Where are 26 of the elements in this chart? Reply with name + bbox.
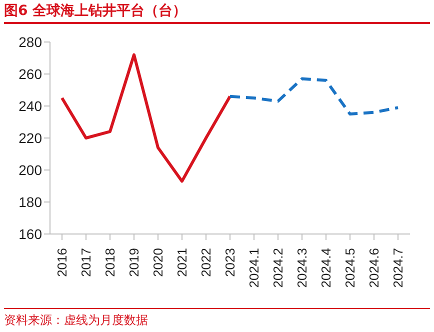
x-tick-label: 2017: [78, 248, 94, 277]
x-tick-label: 2021: [174, 248, 190, 277]
x-tick-label: 2019: [126, 248, 142, 277]
line-series: [228, 77, 400, 116]
x-tick-label: 2024.5: [342, 248, 358, 288]
x-tick-label: 2016: [54, 248, 70, 277]
x-tick-label: 2024.3: [294, 248, 310, 288]
x-tick-label: 2024.2: [270, 248, 286, 288]
x-tick-label: 2018: [102, 248, 118, 277]
line-series: [60, 53, 232, 183]
y-tick-label: 240: [18, 98, 42, 114]
text: 资料来源：虚线为月度数据: [4, 313, 148, 327]
x-tick-label: 2024.7: [390, 248, 406, 288]
y-tick-label: 220: [18, 130, 42, 146]
y-tick-label: 280: [18, 34, 42, 50]
y-tick-label: 180: [18, 194, 42, 210]
y-tick-label: 160: [18, 226, 42, 242]
x-tick-label: 2023: [222, 248, 238, 277]
chart-title: 图6 全球海上钻井平台（台）: [4, 2, 430, 24]
x-tick-label: 2020: [150, 248, 166, 277]
x-tick-label: 2024.1: [246, 248, 262, 288]
x-tick-label: 2022: [198, 248, 214, 277]
x-tick-label: 2024.4: [318, 248, 334, 288]
x-tick-label: 2024.6: [366, 248, 382, 288]
y-tick-label: 260: [18, 66, 42, 82]
y-tick-label: 200: [18, 162, 42, 178]
